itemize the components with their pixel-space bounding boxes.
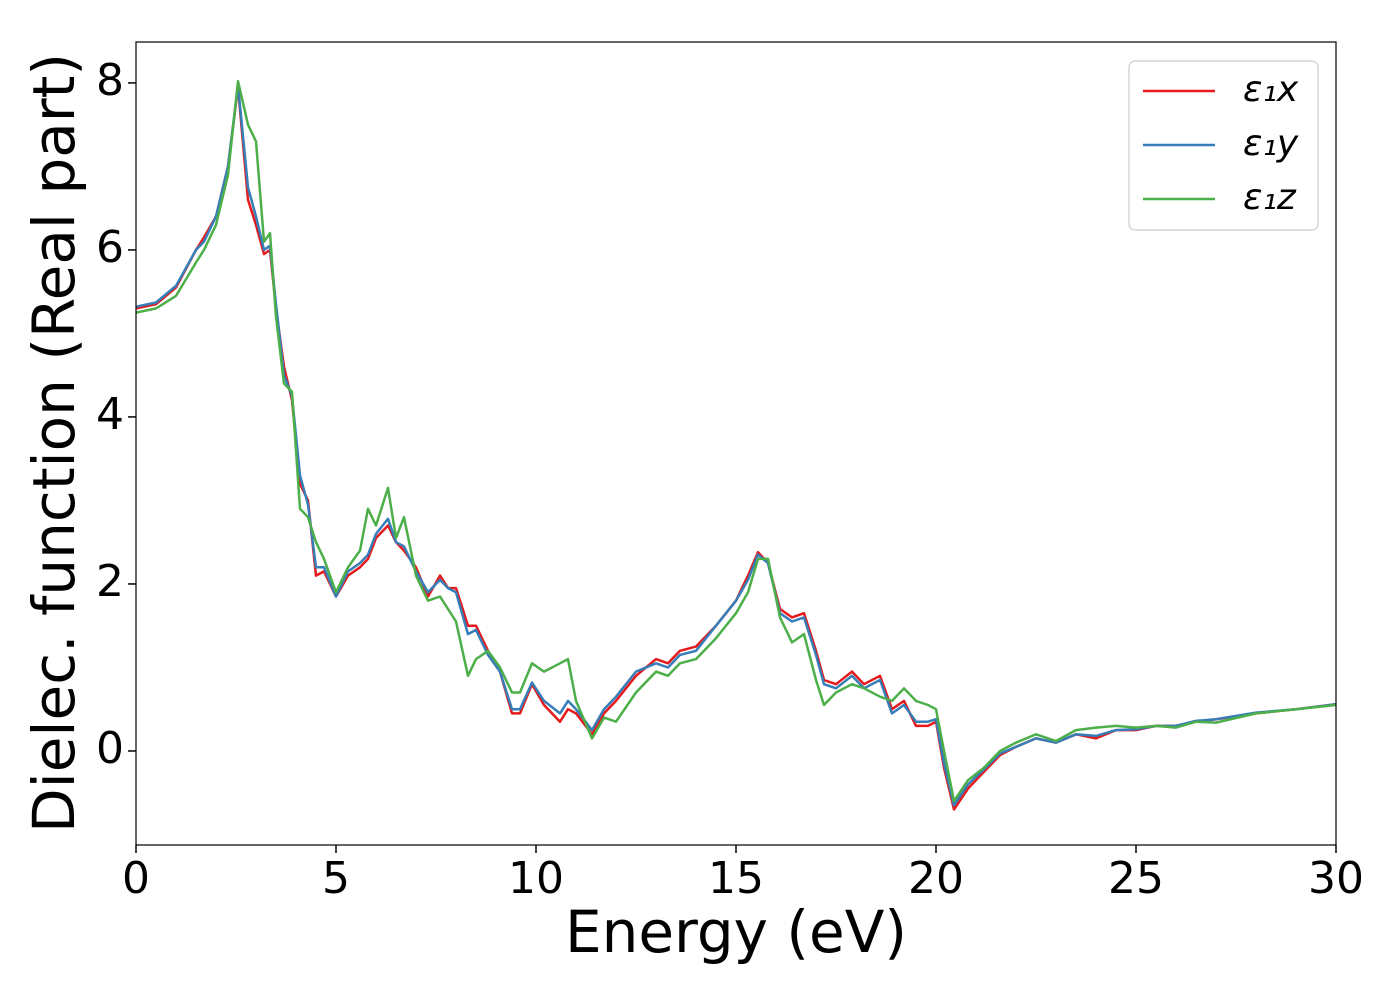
y-tick-label: 6 xyxy=(96,222,124,273)
x-axis-label: Energy (eV) xyxy=(565,898,907,966)
x-tick-label: 20 xyxy=(908,853,964,904)
legend-label: ε₁z xyxy=(1243,177,1297,218)
legend-label: ε₁y xyxy=(1243,123,1299,164)
x-tick-label: 30 xyxy=(1308,853,1364,904)
series-line xyxy=(135,84,1337,807)
y-tick-label: 4 xyxy=(96,389,124,440)
x-tick-label: 0 xyxy=(122,853,150,904)
x-tick-label: 15 xyxy=(708,853,764,904)
series-line xyxy=(135,79,1337,803)
x-tick-label: 5 xyxy=(322,853,350,904)
y-tick-label: 2 xyxy=(96,556,124,607)
legend-box xyxy=(1128,60,1319,231)
y-axis-label: Dielec. function (Real part) xyxy=(20,53,88,833)
x-tick-label: 10 xyxy=(508,853,564,904)
y-tick-label: 0 xyxy=(96,723,124,774)
legend-label: ε₁x xyxy=(1243,69,1299,110)
x-tick-label: 25 xyxy=(1108,853,1164,904)
plot-frame xyxy=(135,41,1337,846)
y-tick-label: 8 xyxy=(96,55,124,106)
